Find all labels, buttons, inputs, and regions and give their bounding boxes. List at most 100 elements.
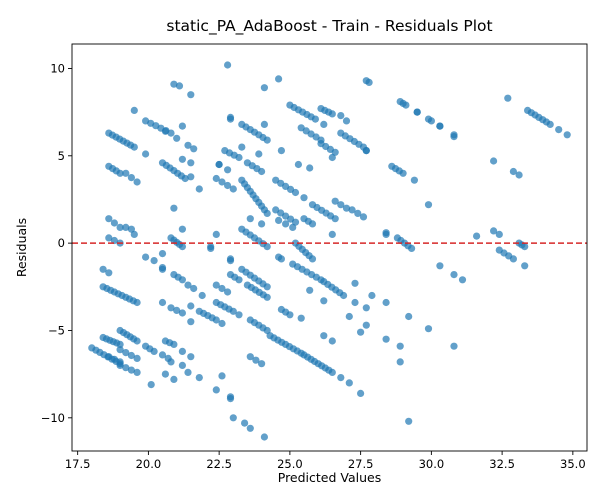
x-tick-label: 25.0 <box>277 457 303 471</box>
scatter-point <box>224 61 232 69</box>
scatter-point <box>207 244 215 252</box>
scatter-point <box>382 298 390 307</box>
scatter-point <box>187 159 195 167</box>
scatter-point <box>158 250 167 258</box>
scatter-point <box>365 78 373 86</box>
scatter-point <box>181 174 189 183</box>
scatter-point <box>260 120 268 128</box>
scatter-point <box>116 346 124 354</box>
scatter-point <box>184 368 192 376</box>
scatter-point <box>306 286 314 294</box>
scatter-point <box>187 318 195 326</box>
scatter-point <box>161 127 169 135</box>
scatter-point <box>127 366 135 374</box>
scatter-point <box>178 243 186 251</box>
scatter-point <box>167 129 175 137</box>
scatter-point <box>246 424 254 432</box>
y-tick-label: −10 <box>41 411 65 425</box>
scatter-point <box>212 316 220 324</box>
scatter-point <box>320 297 328 305</box>
scatter-point <box>150 347 158 355</box>
y-axis-ticks: −10 −5 0 5 10 <box>41 61 72 425</box>
scatter-point <box>184 281 192 289</box>
scatter-point <box>105 215 113 223</box>
scatter-point <box>555 126 563 134</box>
scatter-point <box>212 386 220 394</box>
scatter-point <box>133 298 141 307</box>
scatter-point <box>399 169 407 177</box>
scatter-point <box>277 255 285 263</box>
scatter-point <box>229 185 237 193</box>
scatter-point <box>178 155 186 163</box>
y-tick-label: −5 <box>48 323 65 337</box>
scatter-point <box>252 356 260 364</box>
scatter-point <box>224 166 232 174</box>
scatter-point <box>282 220 290 228</box>
scatter-point <box>331 215 339 223</box>
scatter-point <box>362 147 370 155</box>
scatter-point <box>345 312 353 321</box>
scatter-point <box>450 342 458 350</box>
scatter-point <box>402 101 410 109</box>
scatter-point <box>158 265 167 273</box>
y-tick-label: 0 <box>58 236 65 250</box>
scatter-point <box>490 157 498 165</box>
scatter-point <box>212 230 220 238</box>
scatter-point <box>226 257 235 265</box>
scatter-point <box>308 255 317 263</box>
scatter-point <box>263 136 271 144</box>
scatter-point <box>509 255 517 263</box>
scatter-point <box>110 219 118 227</box>
scatter-point <box>229 414 237 422</box>
scatter-point <box>187 91 195 99</box>
scatter-point <box>521 262 529 270</box>
scatter-point <box>116 223 124 231</box>
scatter-point <box>161 370 169 378</box>
scatter-point <box>306 164 314 172</box>
scatter-point <box>142 253 150 261</box>
scatter-point <box>300 194 308 202</box>
scatter-points <box>88 61 571 441</box>
scatter-point <box>215 160 223 169</box>
x-tick-label: 22.5 <box>206 457 232 471</box>
scatter-point <box>178 347 186 355</box>
scatter-point <box>235 276 243 284</box>
scatter-point <box>116 340 124 348</box>
scatter-point <box>408 244 416 252</box>
scatter-point <box>170 375 178 383</box>
scatter-point <box>362 321 370 329</box>
scatter-point <box>410 176 418 184</box>
scatter-point <box>224 181 232 190</box>
scatter-point <box>436 122 444 130</box>
scatter-point <box>258 167 266 176</box>
scatter-point <box>320 332 328 340</box>
scatter-point <box>184 141 192 149</box>
scatter-point <box>190 284 198 293</box>
scatter-point <box>495 230 503 238</box>
scatter-point <box>246 353 254 361</box>
scatter-point <box>258 220 266 228</box>
scatter-point <box>187 173 195 181</box>
scatter-point <box>218 178 226 186</box>
x-axis-label: Predicted Values <box>278 470 382 485</box>
scatter-point <box>212 174 220 183</box>
scatter-point <box>396 358 404 366</box>
scatter-point <box>122 223 130 231</box>
scatter-point <box>195 185 203 193</box>
scatter-point <box>436 262 444 270</box>
x-tick-label: 27.5 <box>348 457 374 471</box>
scatter-point <box>297 314 305 322</box>
scatter-point <box>178 276 186 284</box>
scatter-point <box>178 122 186 130</box>
scatter-point <box>241 419 249 427</box>
scatter-point <box>490 227 498 235</box>
scatter-point <box>133 178 141 186</box>
scatter-point <box>351 279 359 287</box>
scatter-point <box>337 374 345 382</box>
scatter-point <box>286 311 294 319</box>
scatter-point <box>218 372 226 380</box>
scatter-point <box>382 230 390 238</box>
scatter-point <box>133 354 141 362</box>
scatter-point <box>190 145 198 153</box>
